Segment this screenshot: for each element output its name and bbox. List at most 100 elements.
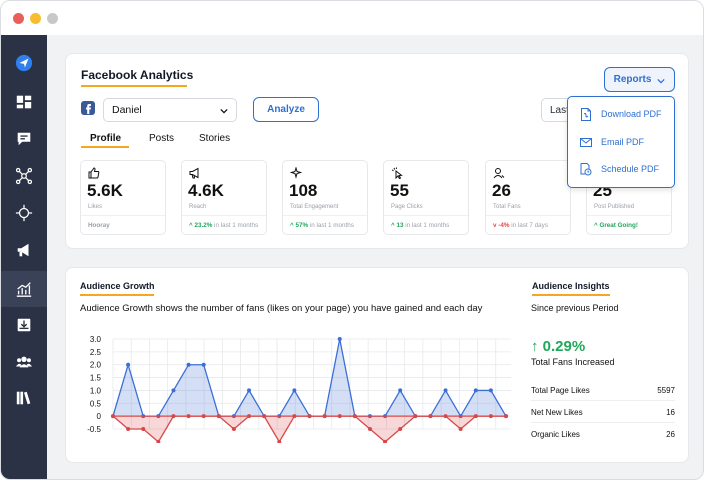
data-point [126, 362, 131, 367]
data-point [186, 362, 191, 367]
insights-title-underline [532, 294, 610, 296]
title-bar [1, 1, 703, 35]
megaphone-icon [17, 243, 29, 257]
stat-trend: ^ Great Going! [594, 222, 638, 229]
sidebar-item-team[interactable] [1, 344, 47, 380]
sidebar-item-inbox[interactable] [1, 307, 47, 343]
menu-item-schedule-pdf[interactable]: Schedule PDF [568, 156, 674, 182]
minimize-window-button[interactable] [30, 13, 41, 24]
account-select[interactable]: Daniel [103, 98, 237, 122]
stat-divider [384, 215, 468, 216]
insights-row-label: Total Page Likes [531, 386, 590, 395]
data-point [171, 388, 176, 393]
insights-divider [531, 400, 675, 401]
stat-divider [182, 215, 266, 216]
stat-card-engagement: 108 Total Engagement ^ 57% in last 1 mon… [282, 160, 368, 235]
facebook-icon [81, 101, 95, 115]
data-point [231, 427, 236, 431]
stat-trend-text: in last 1 months [214, 222, 259, 229]
insights-subtitle: Since previous Period [531, 303, 619, 313]
cursor-click-icon [391, 167, 403, 179]
series-area [113, 339, 506, 417]
insights-row-label: Net New Likes [531, 408, 583, 417]
data-point [398, 427, 403, 431]
date-range-select[interactable]: Last [541, 98, 571, 122]
thumbs-up-icon [88, 167, 100, 179]
menu-item-label: Download PDF [601, 109, 662, 119]
stat-trend: ^ 13 in last 1 months [391, 222, 449, 229]
email-icon [580, 137, 592, 147]
tab-stories[interactable]: Stories [199, 133, 231, 144]
y-tick-label: 2.0 [90, 361, 102, 370]
stat-label: Page Clicks [391, 204, 423, 210]
stat-trend-value: 13 [396, 222, 404, 229]
stat-card-reach: 4.6K Reach ^ 23.2% in last 1 months [181, 160, 267, 235]
y-tick-label: 0 [97, 412, 102, 421]
stat-trend-text: in last 1 months [309, 222, 354, 229]
trend-up-icon: ^ [594, 222, 600, 229]
insights-row-value: 26 [666, 430, 675, 439]
stat-divider [283, 215, 367, 216]
team-icon [15, 356, 33, 368]
menu-item-download-pdf[interactable]: Download PDF [568, 101, 674, 127]
analytics-title: Facebook Analytics [81, 68, 194, 82]
stat-trend-value: -4% [498, 222, 510, 229]
user-icon [493, 168, 505, 179]
insights-row-value: 5597 [657, 386, 675, 395]
data-point [292, 388, 297, 393]
data-point [473, 388, 478, 393]
sidebar-item-publish[interactable] [1, 45, 47, 81]
reports-menu: Download PDF Email PDF Schedule PDF [567, 96, 675, 188]
close-window-button[interactable] [13, 13, 24, 24]
sidebar-item-ads[interactable] [1, 232, 47, 268]
menu-item-email-pdf[interactable]: Email PDF [568, 129, 674, 155]
reports-label: Reports [613, 74, 652, 85]
data-point [201, 362, 206, 367]
stat-divider [81, 215, 165, 216]
trend-up-icon: ^ [391, 222, 397, 229]
sidebar-item-analytics[interactable] [1, 271, 47, 307]
stat-trend-value: 57% [295, 222, 309, 229]
tab-profile[interactable]: Profile [90, 133, 122, 144]
data-point [156, 439, 161, 443]
data-point [126, 427, 131, 431]
stat-card-clicks: 55 Page Clicks ^ 13 in last 1 months [383, 160, 469, 235]
stat-value: 4.6K [188, 181, 224, 200]
menu-item-label: Email PDF [601, 137, 645, 147]
analyze-button[interactable]: Analyze [253, 97, 319, 122]
insights-title: Audience Insights [532, 281, 610, 291]
y-tick-label: 2.5 [90, 348, 102, 357]
move-icon [15, 204, 33, 222]
insights-percent: ↑ 0.29% [531, 338, 585, 355]
sidebar-item-library[interactable] [1, 380, 47, 416]
stat-trend-text: in last 1 months [405, 222, 450, 229]
arrow-up-icon: ↑ [531, 338, 539, 355]
sidebar-item-dashboard[interactable] [1, 84, 47, 120]
reports-button[interactable]: Reports [604, 67, 675, 92]
sidebar-item-engage[interactable] [1, 121, 47, 157]
y-tick-label: -0.5 [87, 425, 101, 434]
tab-posts[interactable]: Posts [149, 133, 175, 144]
stat-value: 55 [390, 181, 409, 200]
analytics-icon [16, 282, 32, 297]
sidebar-item-network[interactable] [1, 158, 47, 194]
stat-label: Total Fans [493, 204, 521, 210]
data-point [247, 388, 252, 393]
insights-percent-value: 0.29% [542, 338, 586, 355]
schedule-pdf-icon [580, 162, 592, 175]
trend-up-icon: ^ [189, 222, 195, 229]
maximize-window-button[interactable] [47, 13, 58, 24]
data-point [383, 439, 388, 443]
menu-item-label: Schedule PDF [601, 164, 660, 174]
growth-title-underline [80, 294, 154, 296]
stat-divider [486, 215, 570, 216]
stat-trend-text: in last 7 days [511, 222, 548, 229]
sidebar-item-campaigns[interactable] [1, 195, 47, 231]
chevron-down-icon [657, 78, 665, 84]
network-icon [15, 167, 33, 185]
trend-down-icon: v [493, 222, 499, 229]
audience-growth-chart: 3.0 2.5 2.0 1.5 1.0 0.5 0 -0.5 [87, 335, 511, 443]
growth-title: Audience Growth [80, 281, 155, 291]
chevron-down-icon [220, 108, 228, 114]
